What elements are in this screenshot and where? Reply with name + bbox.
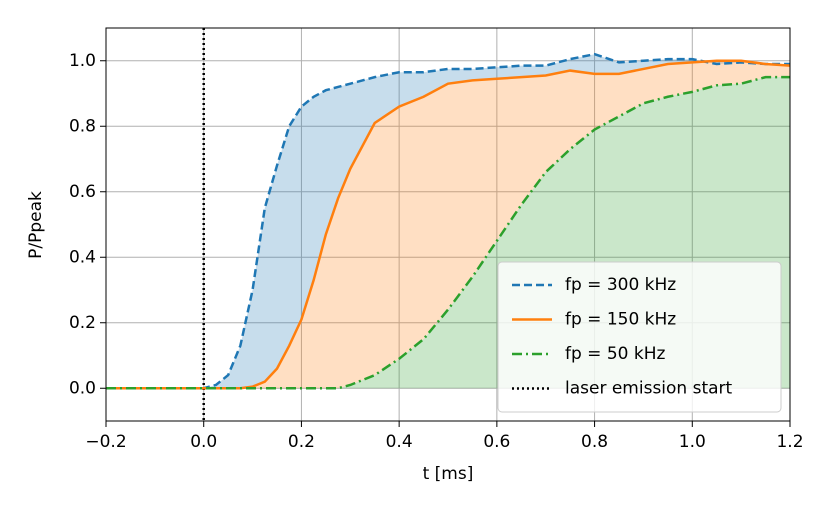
x-tick-label: 0.2 <box>288 432 315 452</box>
legend-box <box>497 261 782 413</box>
y-tick-label: 0.0 <box>69 378 96 398</box>
x-tick-label: 0.4 <box>386 432 413 452</box>
x-tick-label: 1.2 <box>776 432 803 452</box>
y-tick-label: 0.6 <box>69 182 96 202</box>
y-tick-label: 0.8 <box>69 116 96 136</box>
legend-label: fp = 300 kHz <box>565 275 676 295</box>
y-tick-label: 0.4 <box>69 247 96 267</box>
x-tick-label: 0.0 <box>190 432 217 452</box>
plot-frame <box>105 27 791 422</box>
fill-area <box>106 60 790 389</box>
series-line <box>106 59 790 390</box>
x-tick-label: −0.2 <box>85 432 126 452</box>
x-tick-label: 0.6 <box>483 432 510 452</box>
legend-label: fp = 150 kHz <box>565 310 676 330</box>
x-tick-label: 0.8 <box>581 432 608 452</box>
x-axis-label: t [ms] <box>423 464 474 484</box>
fill-area <box>106 54 790 389</box>
y-tick-label: 1.0 <box>69 51 96 71</box>
series-line <box>106 75 790 390</box>
y-tick-label: 0.2 <box>69 313 96 333</box>
series-line <box>106 52 790 390</box>
legend-label: laser emission start <box>565 379 733 399</box>
legend-label: fp = 50 kHz <box>565 344 665 364</box>
y-axis-label: P/Ppeak <box>26 191 46 259</box>
x-tick-label: 1.0 <box>679 432 706 452</box>
